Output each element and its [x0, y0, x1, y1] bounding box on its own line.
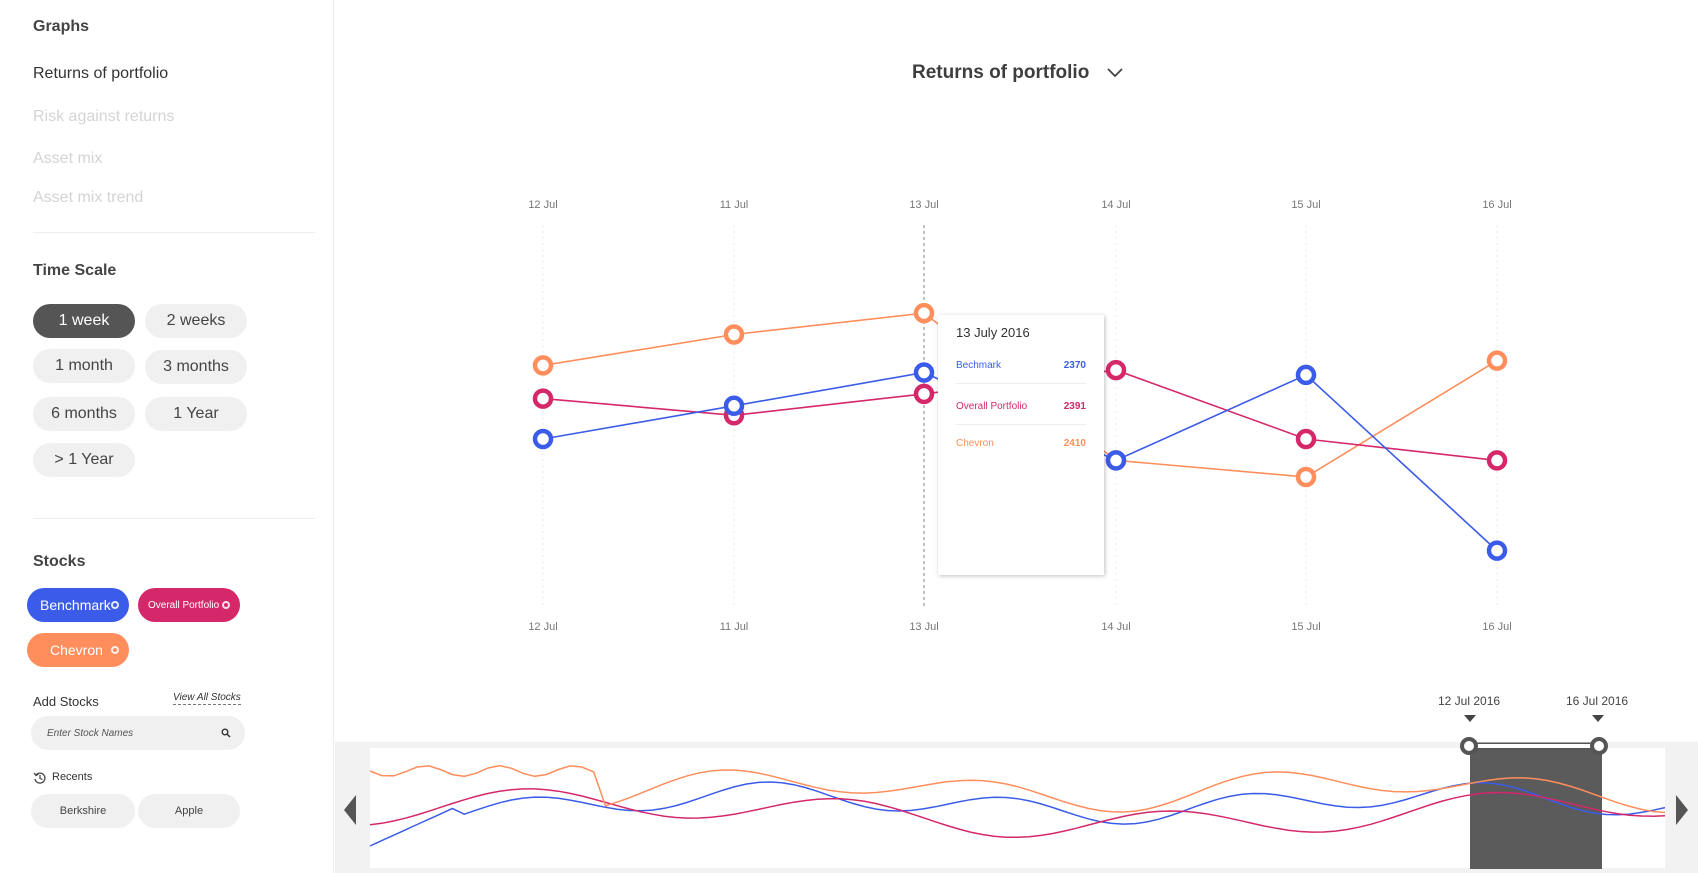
- range-start-marker-icon: [1464, 715, 1476, 722]
- tooltip-row-overall-portfolio: Overall Portfolio 2391: [956, 398, 1086, 418]
- x-tick-label: 13 Jul: [909, 199, 938, 211]
- recents-label: Recents: [52, 771, 93, 783]
- stock-chip-label: Benchmark: [40, 597, 111, 613]
- data-point: [723, 395, 745, 417]
- nav-item-returns-of-portfolio[interactable]: Returns of portfolio: [33, 65, 169, 82]
- view-all-stocks-link[interactable]: View All Stocks: [173, 692, 241, 705]
- scroll-right-arrow-icon[interactable]: [1676, 795, 1688, 825]
- stock-chip-overall-portfolio[interactable]: Overall Portfolio: [138, 588, 240, 622]
- remove-icon[interactable]: [111, 601, 119, 609]
- data-point: [532, 388, 554, 409]
- tooltip-row-chevron: Chevron 2410: [956, 435, 1086, 455]
- range-end-marker-icon: [1592, 715, 1604, 722]
- time-scale-title: Time Scale: [33, 262, 117, 279]
- x-tick-label: 12 Jul: [528, 199, 557, 211]
- data-point: [1486, 350, 1508, 371]
- data-point: [913, 383, 935, 405]
- x-tick-label: 13 Jul: [909, 621, 938, 633]
- data-point: [532, 428, 554, 450]
- x-tick-label: 11 Jul: [720, 621, 749, 633]
- tooltip-series-value: 2410: [1063, 438, 1086, 449]
- data-point: [1486, 540, 1508, 561]
- data-point: [913, 362, 935, 383]
- time-scale-1-year[interactable]: 1 Year: [145, 397, 247, 431]
- tooltip-separator: [956, 424, 1086, 425]
- tooltip-series-name: Overall Portfolio: [956, 401, 1028, 412]
- range-selection-window[interactable]: [1470, 745, 1602, 869]
- stock-chip-label: Chevron: [50, 642, 103, 658]
- stock-chip-chevron[interactable]: Chevron: [27, 633, 129, 667]
- stocks-title: Stocks: [33, 553, 86, 570]
- x-tick-label: 15 Jul: [1291, 621, 1320, 633]
- time-scale-1-week[interactable]: 1 week: [33, 304, 135, 338]
- tooltip-separator: [956, 383, 1086, 384]
- x-tick-label: 14 Jul: [1101, 199, 1130, 211]
- tooltip-series-value: 2391: [1063, 401, 1086, 412]
- x-tick-label: 16 Jul: [1482, 199, 1511, 211]
- range-end-label: 16 Jul 2016: [1566, 694, 1629, 708]
- tooltip-series-name: Chevron: [956, 438, 994, 449]
- x-tick-label: 15 Jul: [1291, 199, 1320, 211]
- remove-icon[interactable]: [111, 646, 119, 654]
- graphs-title: Graphs: [33, 18, 90, 35]
- data-point: [1105, 359, 1127, 381]
- sidebar: Graphs Returns of portfolio Risk against…: [0, 0, 334, 873]
- stock-chip-label: Overall Portfolio: [148, 599, 220, 611]
- tooltip-row-benchmark: Bechmark 2370: [956, 357, 1086, 377]
- range-start-label: 12 Jul 2016: [1438, 694, 1501, 708]
- stock-search-input[interactable]: [47, 716, 207, 750]
- x-tick-label: 16 Jul: [1482, 621, 1511, 633]
- data-point: [532, 355, 554, 376]
- tooltip-series-value: 2370: [1063, 360, 1086, 371]
- data-point: [1105, 450, 1127, 471]
- data-point: [1486, 450, 1508, 471]
- sidebar-divider: [33, 518, 315, 519]
- data-point: [723, 324, 745, 345]
- nav-item-asset-mix-trend[interactable]: Asset mix trend: [33, 189, 144, 206]
- tooltip-series-name: Bechmark: [956, 360, 1002, 371]
- stock-chip-benchmark[interactable]: Benchmark: [27, 588, 129, 622]
- data-tooltip: 13 July 2016 Bechmark 2370 Overall Portf…: [938, 315, 1104, 575]
- time-scale-1-month[interactable]: 1 month: [33, 349, 135, 383]
- time-scale-6-months[interactable]: 6 months: [33, 397, 135, 431]
- range-start-handle[interactable]: [1460, 737, 1478, 755]
- recent-apple[interactable]: Apple: [138, 794, 240, 828]
- remove-icon[interactable]: [222, 601, 230, 609]
- recent-berkshire[interactable]: Berkshire: [31, 794, 135, 828]
- time-scale-2-weeks[interactable]: 2 weeks: [145, 304, 247, 338]
- stock-search[interactable]: [31, 716, 245, 750]
- time-scale-more-than-1-year[interactable]: > 1 Year: [33, 443, 135, 477]
- x-tick-label: 11 Jul: [720, 199, 749, 211]
- data-point: [1295, 364, 1317, 386]
- nav-item-risk-against-returns[interactable]: Risk against returns: [33, 108, 175, 125]
- history-icon: [33, 772, 46, 784]
- data-point: [1295, 428, 1317, 450]
- data-point: [913, 302, 935, 324]
- scroll-left-arrow-icon[interactable]: [344, 795, 356, 825]
- data-point: [1295, 466, 1317, 488]
- data-point: [1105, 450, 1127, 471]
- range-end-handle[interactable]: [1590, 737, 1608, 755]
- x-tick-label: 12 Jul: [528, 621, 557, 633]
- tooltip-date: 13 July 2016: [956, 325, 1030, 340]
- search-icon[interactable]: [221, 728, 231, 738]
- sidebar-divider: [33, 232, 315, 233]
- data-point: [723, 405, 745, 426]
- x-axis-bottom: 12 Jul 11 Jul 13 Jul 14 Jul 15 Jul 16 Jul: [528, 621, 1511, 633]
- x-tick-label: 14 Jul: [1101, 621, 1130, 633]
- chevron-down-icon[interactable]: [1107, 68, 1123, 78]
- x-axis-top: 12 Jul 11 Jul 13 Jul 14 Jul 15 Jul 16 Jul: [528, 199, 1511, 211]
- add-stocks-label: Add Stocks: [33, 694, 99, 709]
- time-scale-3-months[interactable]: 3 months: [145, 350, 247, 384]
- chart-title-dropdown[interactable]: Returns of portfolio: [912, 62, 1090, 83]
- nav-item-asset-mix[interactable]: Asset mix: [33, 150, 103, 167]
